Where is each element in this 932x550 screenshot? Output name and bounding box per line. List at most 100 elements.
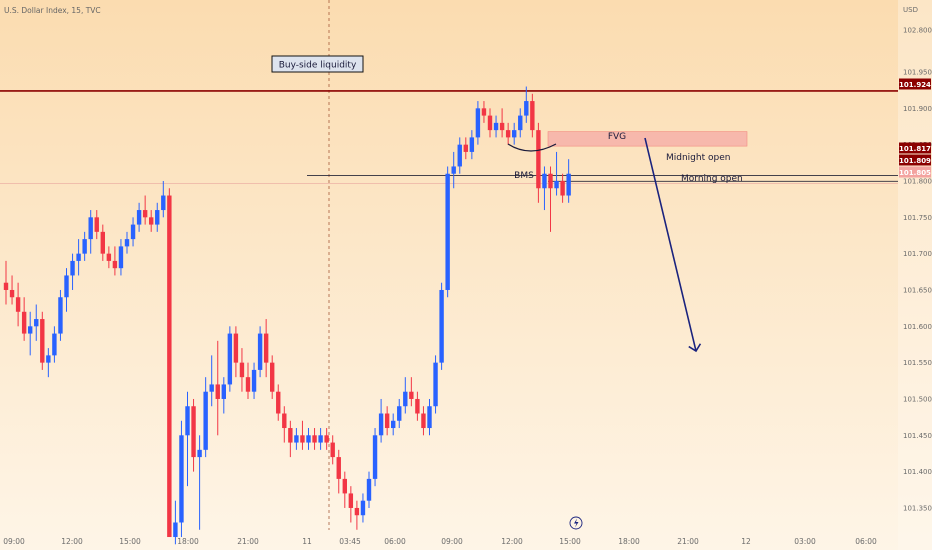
bear-candle[interactable] bbox=[142, 195, 148, 225]
bear-candle[interactable] bbox=[21, 297, 27, 341]
bull-candle[interactable] bbox=[221, 377, 226, 414]
bull-candle[interactable] bbox=[203, 377, 208, 458]
bear-candle[interactable] bbox=[348, 486, 354, 523]
bull-candle[interactable] bbox=[197, 435, 202, 530]
bear-candle[interactable] bbox=[548, 166, 553, 232]
bms-curve[interactable] bbox=[507, 143, 557, 152]
time-axis[interactable]: 09:00 12:00 15:00 18:00 21:00 11 03:45 06:00 09:… bbox=[3, 537, 877, 546]
bear-candle[interactable] bbox=[3, 260, 9, 305]
bull-candle[interactable] bbox=[294, 428, 299, 450]
bear-candle[interactable] bbox=[15, 282, 21, 327]
buy-side-liquidity-label[interactable]: Buy-side liquidity bbox=[271, 55, 364, 73]
bear-candle[interactable] bbox=[239, 348, 245, 392]
bull-candle[interactable] bbox=[469, 130, 475, 160]
lightning-icon[interactable] bbox=[569, 516, 583, 530]
bull-candle[interactable] bbox=[155, 202, 160, 232]
bear-candle[interactable] bbox=[560, 173, 565, 203]
bull-candle[interactable] bbox=[493, 115, 499, 138]
bull-candle[interactable] bbox=[427, 398, 432, 436]
bear-candle[interactable] bbox=[409, 377, 414, 407]
bear-candle[interactable] bbox=[282, 406, 287, 443]
bull-candle[interactable] bbox=[457, 137, 462, 174]
bull-candle[interactable] bbox=[64, 268, 69, 312]
bull-candle[interactable] bbox=[391, 413, 396, 436]
bull-candle[interactable] bbox=[58, 289, 63, 341]
bull-candle[interactable] bbox=[378, 398, 384, 443]
bull-candle[interactable] bbox=[366, 471, 372, 508]
bull-candle[interactable] bbox=[82, 231, 87, 261]
bull-candle[interactable] bbox=[433, 355, 438, 414]
bear-candle[interactable] bbox=[100, 224, 105, 261]
bull-candle[interactable] bbox=[227, 326, 233, 392]
bull-candle[interactable] bbox=[554, 151, 559, 196]
bear-candle[interactable] bbox=[505, 122, 511, 145]
bear-candle[interactable] bbox=[245, 362, 251, 399]
bull-candle[interactable] bbox=[566, 159, 571, 203]
bear-candle[interactable] bbox=[276, 384, 281, 421]
bull-candle[interactable] bbox=[185, 391, 190, 487]
bear-candle[interactable] bbox=[312, 428, 317, 450]
bear-candle[interactable] bbox=[106, 246, 112, 269]
bull-candle[interactable] bbox=[542, 166, 547, 211]
bull-candle[interactable] bbox=[173, 500, 178, 545]
bear-candle[interactable] bbox=[40, 311, 45, 370]
bull-candle[interactable] bbox=[512, 122, 517, 145]
bull-candle[interactable] bbox=[318, 428, 323, 450]
bear-candle[interactable] bbox=[300, 420, 305, 450]
bear-candle[interactable] bbox=[191, 398, 196, 472]
bear-candle[interactable] bbox=[530, 93, 535, 138]
bull-candle[interactable] bbox=[52, 326, 57, 363]
bear-candle[interactable] bbox=[384, 406, 390, 436]
bull-candle[interactable] bbox=[257, 326, 263, 378]
bull-candle[interactable] bbox=[451, 151, 456, 189]
bull-candle[interactable] bbox=[118, 239, 124, 276]
bear-candle[interactable] bbox=[9, 275, 15, 305]
bear-candle[interactable] bbox=[342, 471, 347, 508]
projection-arrow[interactable] bbox=[644, 137, 702, 353]
bear-candle[interactable] bbox=[499, 108, 505, 138]
bear-candle[interactable] bbox=[263, 319, 269, 378]
bull-candle[interactable] bbox=[306, 428, 311, 450]
bull-candle[interactable] bbox=[70, 253, 75, 290]
bull-candle[interactable] bbox=[179, 420, 184, 538]
bear-candle[interactable] bbox=[149, 210, 154, 232]
bull-candle[interactable] bbox=[518, 108, 523, 138]
bull-candle[interactable] bbox=[28, 311, 33, 356]
bear-candle[interactable] bbox=[536, 122, 541, 203]
bear-candle[interactable] bbox=[336, 449, 341, 494]
bear-candle[interactable] bbox=[330, 435, 335, 465]
bull-candle[interactable] bbox=[475, 101, 481, 145]
bull-candle[interactable] bbox=[439, 282, 444, 370]
bull-candle[interactable] bbox=[124, 231, 130, 254]
bull-candle[interactable] bbox=[46, 348, 51, 378]
bull-candle[interactable] bbox=[209, 355, 214, 407]
bull-candle[interactable] bbox=[251, 362, 257, 399]
bear-candle[interactable] bbox=[324, 428, 329, 450]
bear-candle[interactable] bbox=[415, 391, 420, 421]
bull-candle[interactable] bbox=[372, 428, 378, 487]
bear-candle[interactable] bbox=[421, 406, 426, 436]
bull-candle[interactable] bbox=[403, 377, 408, 414]
bear-candle[interactable] bbox=[463, 137, 468, 160]
bull-candle[interactable] bbox=[88, 210, 93, 254]
bear-candle[interactable] bbox=[215, 340, 220, 436]
bull-candle[interactable] bbox=[130, 217, 136, 247]
bear-candle[interactable] bbox=[288, 420, 293, 458]
bull-candle[interactable] bbox=[76, 239, 81, 276]
bull-candle[interactable] bbox=[34, 304, 39, 341]
bear-candle[interactable] bbox=[112, 246, 118, 276]
bull-candle[interactable] bbox=[161, 180, 166, 218]
bull-candle[interactable] bbox=[360, 493, 366, 523]
bear-candle[interactable] bbox=[481, 101, 487, 123]
bull-candle[interactable] bbox=[136, 202, 142, 232]
bull-candle[interactable] bbox=[445, 166, 450, 298]
bull-candle[interactable] bbox=[397, 398, 402, 429]
bear-candle[interactable] bbox=[354, 500, 360, 530]
bear-candle[interactable] bbox=[233, 326, 239, 378]
bull-candle[interactable] bbox=[524, 86, 529, 123]
bear-candle[interactable] bbox=[270, 355, 275, 399]
bear-candle[interactable] bbox=[167, 188, 172, 538]
fvg-zone[interactable] bbox=[547, 131, 748, 147]
bear-candle[interactable] bbox=[94, 210, 99, 240]
bear-candle[interactable] bbox=[487, 108, 493, 138]
